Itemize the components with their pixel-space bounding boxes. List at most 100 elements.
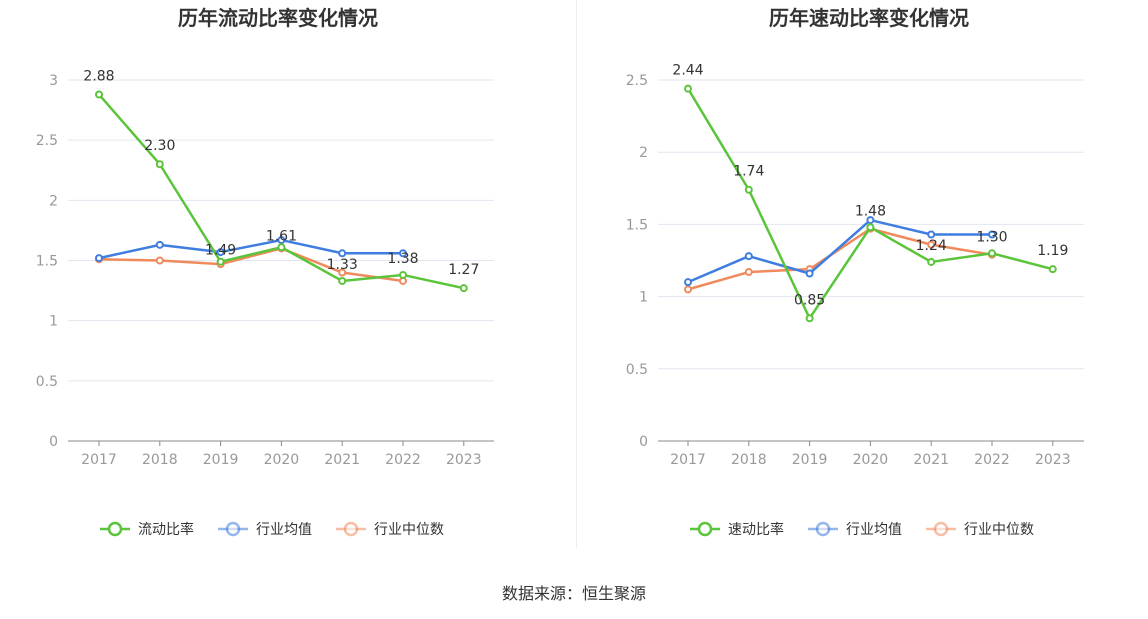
legend-item-median[interactable]: 行业中位数 [336, 521, 444, 538]
data-point-avg [155, 240, 164, 249]
data-label: 2.44 [672, 63, 703, 79]
y-tick-label: 0.5 [36, 374, 58, 390]
legend-marker [225, 521, 241, 537]
data-point-avg [805, 269, 814, 278]
data-label: 1.61 [266, 228, 297, 244]
x-tick-label: 2021 [324, 452, 360, 468]
x-tick-label: 2023 [1035, 452, 1071, 468]
data-point-median [338, 268, 347, 277]
series-line-median [98, 247, 404, 283]
data-label: 1.48 [855, 203, 886, 219]
y-tick-label: 1 [49, 314, 58, 330]
legend-marker [933, 521, 949, 537]
data-label: 1.49 [205, 243, 236, 259]
data-point-median [744, 268, 753, 277]
legend-label: 流动比率 [138, 521, 194, 538]
data-label: 1.38 [387, 251, 418, 267]
data-point-main [95, 90, 103, 99]
data-point-main [684, 84, 692, 93]
chart-panel-quick-ratio: 历年速动比率变化情况 0 0.5 1 1.5 2 2.5 2017 2018 2019 2020 20… [577, 0, 1148, 560]
x-tick-label: 2018 [142, 452, 178, 468]
data-point-median [927, 240, 936, 249]
data-point-main [1048, 265, 1057, 274]
legend-item-avg[interactable]: 行业均值 [218, 521, 312, 538]
chart-current-ratio: 历年流动比率变化情况 0 0.5 1 1.5 2 2.5 3 2017 2018 2019 2020 2… [36, 6, 494, 538]
legend-item-main[interactable]: 流动比率 [100, 521, 194, 538]
data-point-avg [338, 249, 347, 258]
data-point-avg [927, 230, 936, 239]
x-tick-label: 2017 [670, 452, 706, 468]
data-label: 1.74 [733, 164, 764, 180]
data-label: 1.30 [976, 229, 1007, 245]
data-label: 1.33 [327, 257, 358, 273]
panel-divider [576, 0, 577, 548]
x-tick-label: 2018 [731, 452, 767, 468]
y-tick-label: 3 [49, 73, 58, 89]
legend-marker [107, 521, 123, 537]
data-point-main [216, 257, 225, 266]
data-point-main [866, 223, 875, 232]
data-label: 2.88 [83, 68, 114, 84]
series-line-avg [687, 218, 992, 284]
legend-marker [343, 521, 359, 537]
data-point-main [744, 185, 753, 194]
chart-title: 历年流动比率变化情况 [178, 6, 378, 30]
x-tick-label: 2019 [792, 452, 828, 468]
legend-item-main[interactable]: 速动比率 [690, 521, 784, 538]
legend-label: 速动比率 [728, 521, 784, 538]
data-point-avg [399, 249, 407, 258]
data-label: 0.85 [794, 292, 825, 308]
x-tick-label: 2022 [385, 452, 421, 468]
x-tick-label: 2020 [853, 452, 889, 468]
data-point-main [988, 249, 996, 258]
data-label: 1.24 [916, 238, 947, 254]
data-point-avg [744, 252, 753, 261]
data-point-main [927, 257, 936, 266]
y-tick-label: 2 [49, 193, 58, 209]
y-tick-label: 1 [639, 290, 648, 306]
data-point-main [277, 243, 286, 252]
data-point-main [805, 314, 814, 323]
y-tick-label: 2.5 [36, 133, 58, 149]
data-point-avg [988, 230, 996, 239]
legend-item-median[interactable]: 行业中位数 [926, 521, 1034, 538]
x-tick-label: 2019 [203, 452, 239, 468]
data-point-avg [216, 248, 225, 257]
x-tick-label: 2023 [446, 452, 482, 468]
data-point-main [155, 160, 164, 169]
data-point-median [155, 256, 164, 265]
series-line-avg [98, 238, 403, 260]
series-line-median [687, 227, 993, 291]
data-label: 1.19 [1037, 243, 1068, 259]
data-point-main [459, 284, 468, 293]
y-tick-label: 2 [639, 145, 648, 161]
y-tick-label: 0 [49, 434, 58, 450]
legend-label: 行业中位数 [374, 522, 444, 538]
data-point-main [399, 270, 407, 279]
data-source: 数据来源：恒生聚源 [501, 584, 646, 603]
y-tick-label: 0 [639, 434, 648, 450]
legend-label: 行业中位数 [964, 522, 1034, 538]
chart-panel-current-ratio: 历年流动比率变化情况 0 0.5 1 1.5 2 2.5 3 2017 2018 2019 2020 2… [0, 0, 576, 560]
legend-label: 行业均值 [256, 522, 312, 538]
legend-label: 行业均值 [846, 522, 902, 538]
y-tick-label: 0.5 [626, 362, 648, 378]
y-tick-label: 1.5 [626, 217, 648, 233]
x-tick-label: 2022 [974, 452, 1010, 468]
x-tick-label: 2020 [264, 452, 300, 468]
legend-item-avg[interactable]: 行业均值 [808, 521, 902, 538]
legend-marker [815, 521, 831, 537]
chart-title: 历年速动比率变化情况 [769, 6, 969, 30]
data-label: 2.30 [144, 138, 175, 154]
y-tick-label: 1.5 [36, 254, 58, 270]
x-tick-label: 2021 [913, 452, 949, 468]
data-point-avg [277, 236, 286, 245]
data-point-main [338, 276, 347, 285]
y-tick-label: 2.5 [626, 73, 648, 89]
data-label: 1.27 [448, 262, 479, 278]
chart-quick-ratio: 历年速动比率变化情况 0 0.5 1 1.5 2 2.5 2017 2018 2019 2020 20… [626, 6, 1084, 538]
data-point-avg [684, 278, 692, 287]
data-point-avg [866, 216, 875, 225]
x-tick-label: 2017 [81, 452, 117, 468]
data-point-median [684, 285, 692, 294]
